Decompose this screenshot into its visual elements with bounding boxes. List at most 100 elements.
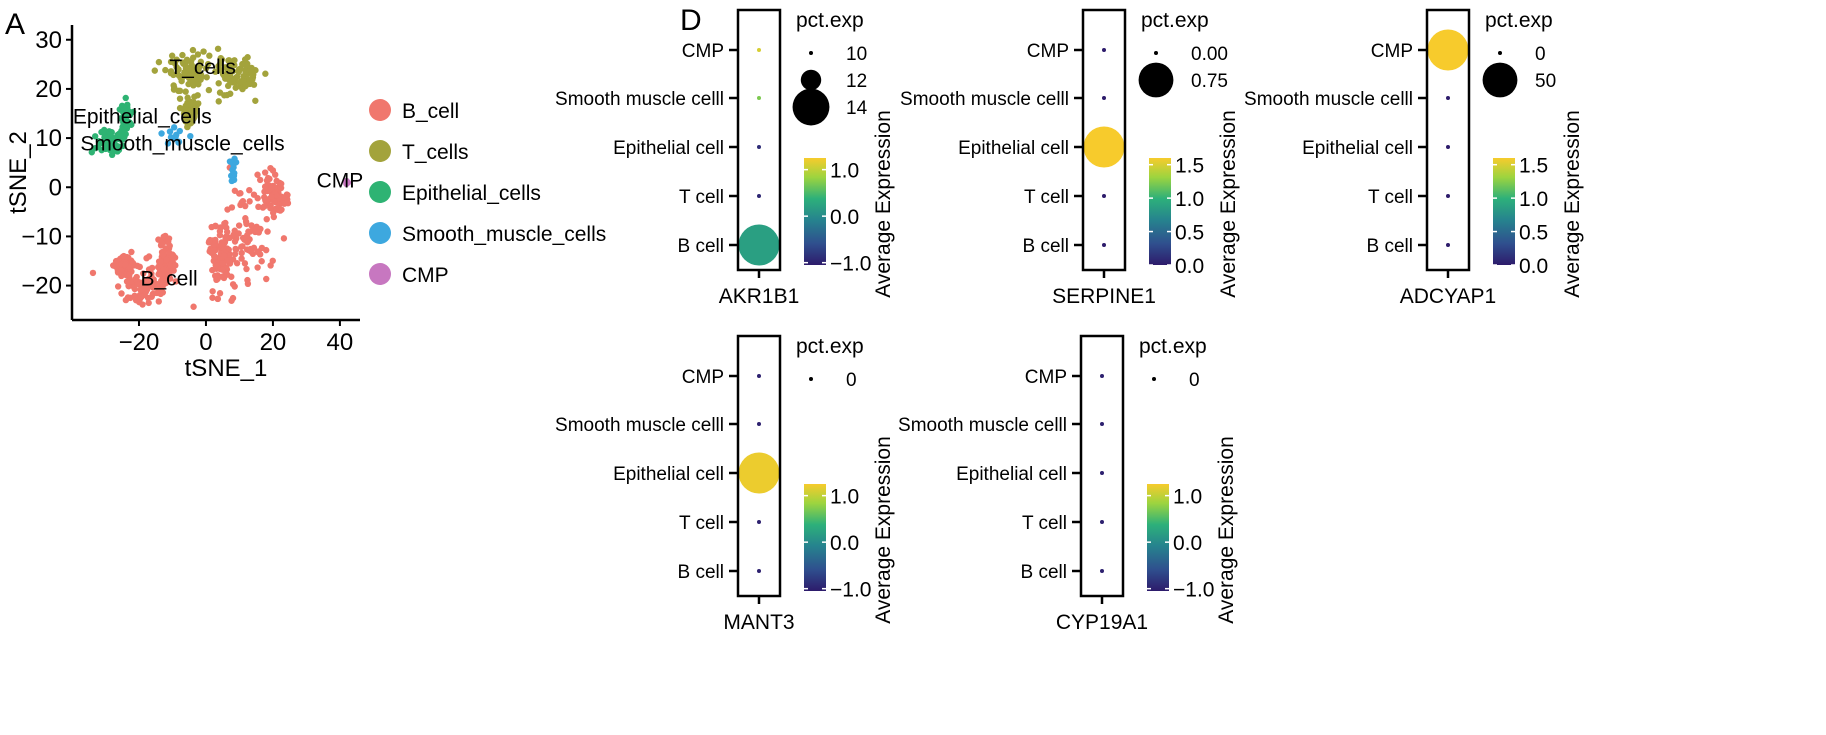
tsne-point-b-cell — [263, 196, 271, 203]
tsne-x-axis-title: tSNE_1 — [185, 355, 268, 382]
tsne-point-smooth-muscle-cells — [230, 164, 237, 171]
tsne-point-b-cell — [248, 222, 255, 229]
tsne-point-epithelial-cells — [91, 133, 99, 140]
size-legend-dot — [1154, 51, 1158, 55]
tsne-point-t-cells — [176, 95, 184, 102]
tsne-point-b-cell — [159, 240, 166, 247]
dot-row-label: B cell — [678, 236, 724, 257]
tsne-point-b-cell — [224, 256, 231, 264]
tsne-point-t-cells — [180, 106, 187, 113]
tsne-point-t-cells — [184, 123, 191, 130]
dot-row-label: Smooth muscle celll — [555, 415, 724, 436]
tsne-point-b-cell — [118, 267, 125, 274]
tsne-point-b-cell — [233, 260, 241, 267]
dot-row-label: Smooth muscle celll — [900, 89, 1069, 110]
dot-row-label: T cell — [679, 187, 724, 208]
tsne-point-b-cell — [243, 232, 251, 239]
dot-row-label: CMP — [682, 367, 724, 388]
expression-dot — [1100, 374, 1104, 378]
expression-dot — [757, 48, 761, 52]
tsne-point-t-cells — [203, 74, 210, 81]
colorbar-title: Average Expression — [1561, 110, 1584, 298]
tsne-point-epithelial-cells — [98, 146, 105, 154]
tsne-point-b-cell — [112, 263, 120, 270]
size-legend-dot — [1498, 51, 1502, 55]
colorbar — [804, 158, 826, 265]
panel-label-d: D — [680, 4, 702, 37]
tsne-point-smooth-muscle-cells — [226, 158, 234, 165]
tsne-point-t-cells — [202, 65, 210, 72]
tsne-point-t-cells — [229, 67, 237, 75]
tsne-point-b-cell — [206, 238, 213, 245]
tsne-point-epithelial-cells — [122, 94, 129, 102]
size-legend-label: 10 — [846, 44, 867, 65]
tsne-point-b-cell — [165, 272, 172, 279]
expression-dot — [757, 194, 761, 198]
dot-plot-grid: CMP Smooth muscle celll Epithelial cell T c… — [555, 8, 1584, 634]
legend-swatch — [369, 263, 391, 285]
dot-row-label: B cell — [1021, 562, 1067, 583]
colorbar-tick-label: 1.5 — [1519, 155, 1548, 178]
size-legend-dot — [809, 377, 813, 381]
dot-row-label: B cell — [1367, 236, 1413, 257]
tsne-y-tick-label: 10 — [35, 125, 62, 152]
legend-swatch — [369, 181, 391, 203]
tsne-point-epithelial-cells — [103, 139, 111, 147]
dot-row-label: CMP — [1027, 41, 1069, 62]
tsne-cluster-label: T_cells — [169, 56, 236, 79]
colorbar — [1147, 484, 1169, 591]
tsne-point-t-cells — [239, 60, 246, 68]
tsne-point-b-cell — [126, 271, 133, 278]
tsne-point-b-cell — [238, 199, 245, 206]
tsne-point-b-cell — [278, 206, 285, 213]
size-legend-label: 0 — [846, 370, 857, 391]
tsne-point-epithelial-cells — [117, 115, 124, 122]
legend-swatch — [369, 222, 391, 244]
tsne-point-b-cell — [267, 164, 274, 172]
tsne-cluster-label: CMP — [317, 169, 364, 192]
tsne-point-b-cell — [269, 209, 277, 217]
legend-label: Smooth_muscle_cells — [402, 223, 606, 246]
tsne-point-b-cell — [122, 261, 129, 268]
tsne-point-b-cell — [155, 298, 162, 305]
tsne-point-b-cell — [125, 282, 132, 290]
tsne-point-b-cell — [118, 290, 125, 297]
expression-dot — [1446, 194, 1450, 198]
dot-row-label: CMP — [1025, 367, 1067, 388]
tsne-point-b-cell — [231, 238, 239, 245]
tsne-point-b-cell — [255, 203, 262, 211]
expression-dot — [1102, 243, 1106, 247]
gene-label: AKR1B1 — [719, 285, 800, 308]
tsne-point-b-cell — [261, 169, 269, 176]
tsne-y-tick-label: −20 — [21, 273, 62, 300]
tsne-point-epithelial-cells — [121, 106, 129, 113]
tsne-point-b-cell — [246, 186, 253, 194]
colorbar-tick-label: 1.0 — [830, 160, 859, 183]
tsne-point-b-cell — [190, 303, 197, 310]
tsne-point-t-cells — [182, 63, 190, 70]
dot-plot-serpine1: CMP Smooth muscle celll Epithelial cell T c… — [900, 8, 1240, 308]
colorbar-tick-label: 0.0 — [1173, 532, 1202, 555]
tsne-point-t-cells — [181, 115, 188, 123]
tsne-point-b-cell — [273, 177, 280, 185]
colorbar-tick-label: 0.0 — [830, 206, 859, 229]
tsne-point-b-cell — [148, 270, 155, 277]
tsne-point-b-cell — [145, 253, 153, 260]
expression-dot — [757, 422, 761, 426]
expression-dot — [738, 224, 780, 266]
legend-label: B_cell — [402, 100, 459, 123]
tsne-point-b-cell — [155, 236, 162, 243]
expression-dot — [1446, 96, 1450, 100]
tsne-x-tick-label: 40 — [327, 329, 354, 356]
tsne-point-b-cell — [232, 246, 240, 253]
expression-dot — [1102, 48, 1106, 52]
dot-row-label: B cell — [1023, 236, 1069, 257]
dot-row-label: Epithelial cell — [956, 464, 1067, 485]
tsne-point-t-cells — [167, 58, 175, 66]
tsne-point-t-cells — [223, 91, 231, 99]
tsne-point-t-cells — [215, 98, 222, 105]
colorbar-tick-label: 1.0 — [830, 486, 859, 509]
tsne-point-b-cell — [209, 294, 216, 301]
tsne-point-b-cell — [220, 252, 228, 259]
